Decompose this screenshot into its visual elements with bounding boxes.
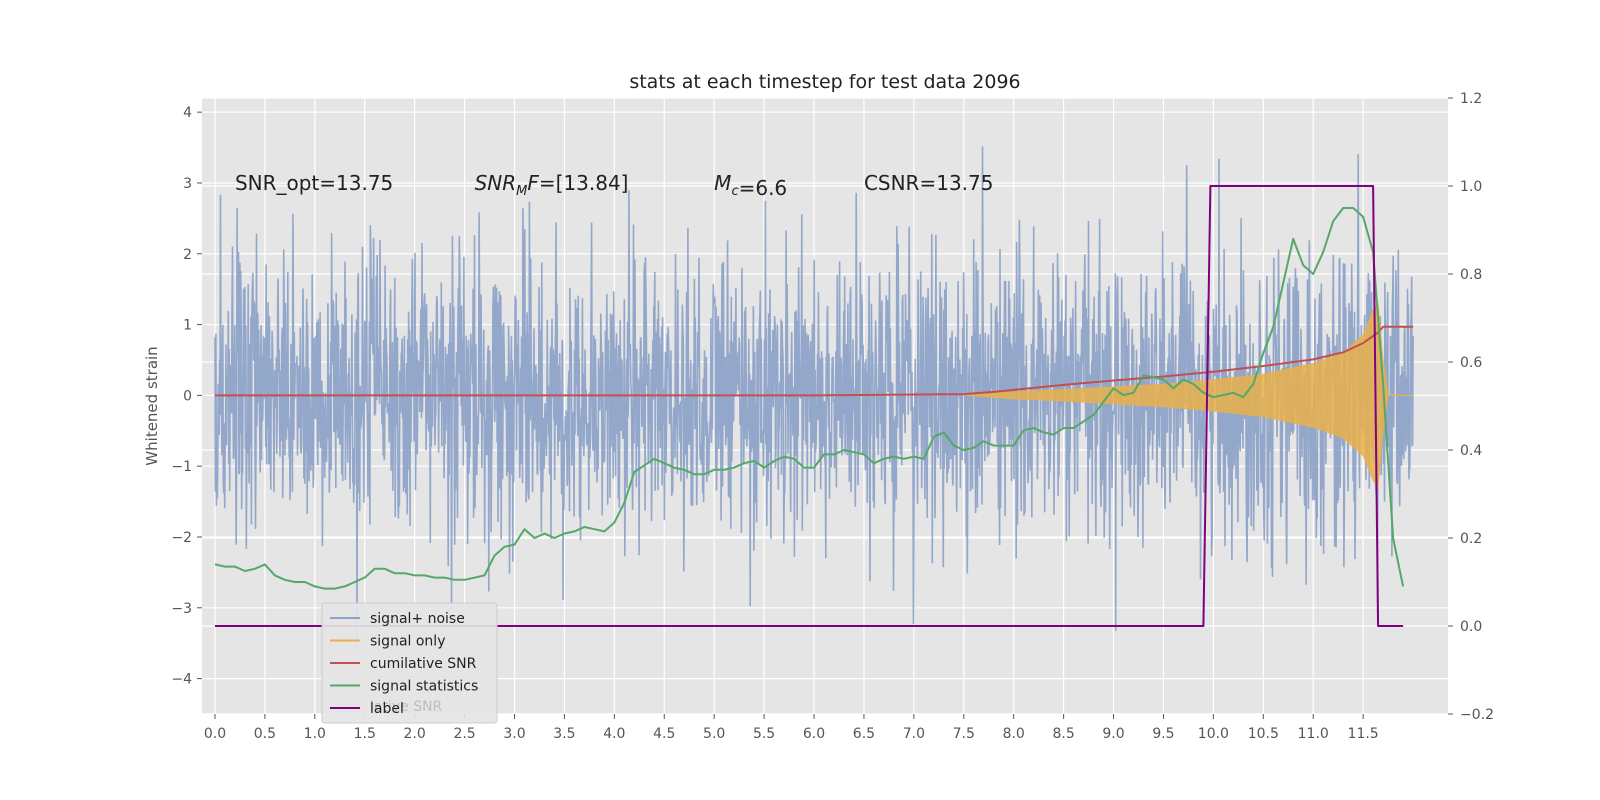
- y2-tick-label: 0.8: [1460, 267, 1482, 283]
- x-tick-label: 1.0: [304, 726, 326, 742]
- x-tick-label: 1.5: [354, 726, 376, 742]
- x-tick-label: 2.5: [453, 726, 475, 742]
- annotation-value: =[13.84]: [539, 171, 629, 195]
- y-tick-label: 4: [183, 105, 192, 121]
- x-tick-label: 9.5: [1152, 726, 1174, 742]
- legend-entry: label: [370, 701, 404, 717]
- x-tick-label: 3.0: [503, 726, 525, 742]
- x-tick-label: 6.0: [803, 726, 825, 742]
- annotation-value: =6.6: [739, 176, 788, 200]
- y-tick-label: −2: [171, 530, 192, 546]
- legend-entry: signal statistics: [370, 679, 478, 695]
- x-tick-label: 4.5: [653, 726, 675, 742]
- x-tick-label: 6.5: [853, 726, 875, 742]
- x-tick-label: 7.5: [953, 726, 975, 742]
- y2-tick-label: 0.6: [1460, 355, 1482, 371]
- x-tick-label: 11.5: [1348, 726, 1379, 742]
- legend-box: [321, 602, 498, 724]
- axes: 0.0 0.5 1.0 1.5 2.0 2.5 3.0 3.5 4.0 4.5 5.0 5.5 6.0 6…: [171, 91, 1494, 742]
- y-axis-label: Whitened strain: [143, 346, 161, 465]
- annotations: SNR_opt=13.75 SNRMF=[13.84] Mc=6.6 CSNR=13.…: [235, 171, 994, 200]
- x-tick-label: 8.5: [1052, 726, 1074, 742]
- x-tick-label: 10.5: [1248, 726, 1279, 742]
- series-label: [215, 185, 1404, 627]
- annotation-subscript: M: [516, 184, 527, 199]
- y-tick-label: 1: [183, 318, 192, 334]
- legend-ghost-text: lative SNR: [370, 699, 443, 715]
- series-signal-statistics: [214, 207, 1405, 590]
- y-tick-label: −4: [171, 672, 192, 688]
- legend: lative SNR signal+ noise signal only cumila…: [321, 602, 498, 724]
- y-tick-label: 2: [183, 247, 192, 263]
- x-tick-label: 3.5: [553, 726, 575, 742]
- annotation-base: M: [714, 171, 731, 195]
- legend-entry: cumilative SNR: [370, 656, 477, 672]
- x-tick-label: 7.0: [903, 726, 925, 742]
- legend-entry: signal only: [370, 634, 445, 650]
- x-tick-label: 8.0: [1003, 726, 1025, 742]
- annotation-3: CSNR=13.75: [864, 171, 994, 195]
- x-tick-label: 0.5: [254, 726, 276, 742]
- x-tick-label: 2.0: [404, 726, 426, 742]
- x-tick-label: 11.0: [1298, 726, 1329, 742]
- y2-tick-label: 0.0: [1460, 619, 1482, 635]
- legend-entry: signal+ noise: [370, 611, 465, 627]
- annotation-2: Mc=6.6: [714, 171, 787, 200]
- y-tick-label: 3: [183, 176, 192, 192]
- x-tick-label: 10.0: [1198, 726, 1229, 742]
- annotation-subscript: c: [731, 184, 738, 199]
- series-signal-noise: [214, 146, 1414, 650]
- annotation-1: SNRMF=[13.84]: [475, 171, 629, 199]
- y2-tick-label: 1.2: [1460, 91, 1482, 107]
- y2-tick-label: 0.4: [1460, 443, 1482, 459]
- y-tick-label: 0: [183, 388, 192, 404]
- y2-tick-label: 1.0: [1460, 179, 1482, 195]
- series-layer: [214, 146, 1414, 650]
- y-tick-label: −1: [171, 459, 192, 475]
- series-cumulative-snr: [215, 325, 1414, 397]
- x-tick-label: 9.0: [1102, 726, 1124, 742]
- annotation-base: SNR: [475, 171, 517, 195]
- x-tick-label: 5.0: [703, 726, 725, 742]
- y-tick-label: −3: [171, 601, 192, 617]
- annotation-0: SNR_opt=13.75: [235, 171, 393, 195]
- y2-tick-label: 0.2: [1460, 531, 1482, 547]
- annotation-suffix: F: [527, 171, 539, 195]
- y2-tick-label: −0.2: [1460, 707, 1494, 723]
- x-tick-label: 5.5: [753, 726, 775, 742]
- x-tick-label: 0.0: [204, 726, 226, 742]
- chart-title: stats at each timestep for test data 209…: [629, 71, 1020, 93]
- x-tick-label: 4.0: [603, 726, 625, 742]
